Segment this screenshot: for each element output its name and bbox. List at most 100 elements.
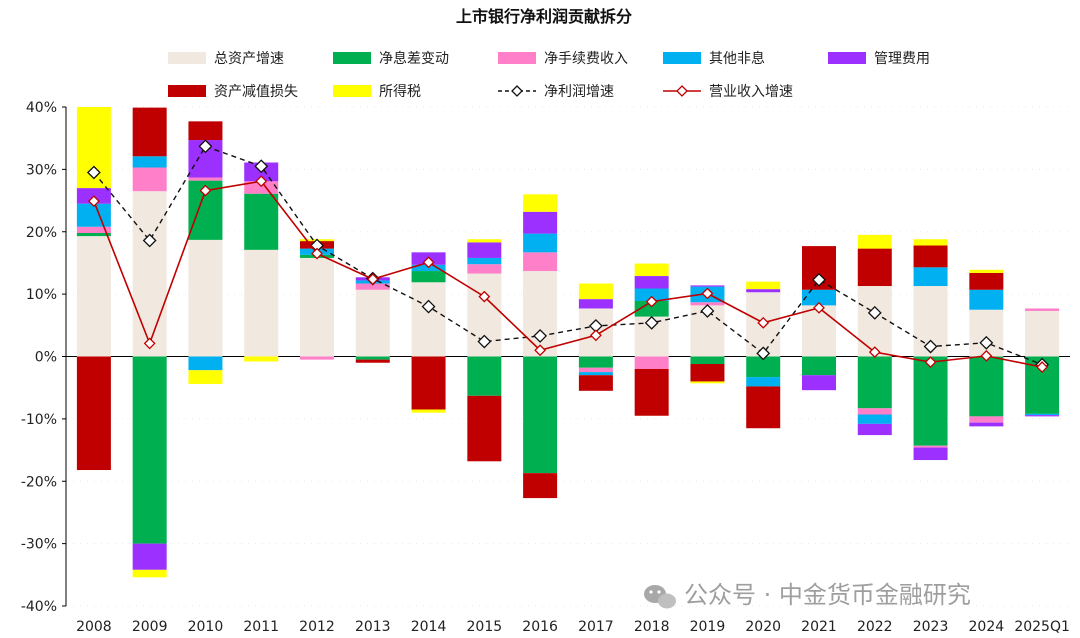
y-tick-label: -10% [21, 412, 57, 428]
legend-item: 资产减值损失 [168, 84, 298, 100]
bar-segment [969, 416, 1004, 423]
bar-segment [746, 289, 781, 293]
bar-segment [355, 283, 390, 290]
bar-segment [355, 356, 390, 360]
line-marker [142, 233, 157, 248]
bar-segment [467, 257, 502, 265]
legend-label: 营业收入增速 [709, 84, 793, 100]
legend-item: 净手续费收入 [498, 50, 628, 67]
bar-segment [578, 375, 613, 391]
bar-segment [355, 289, 390, 357]
legend-swatch [168, 85, 206, 97]
bar-segment [802, 375, 836, 391]
legend-item: 所得税 [333, 83, 421, 100]
bar-segment [188, 121, 223, 141]
y-tick-label: 20% [26, 225, 57, 241]
line-marker [533, 328, 548, 343]
bar-segment [132, 191, 167, 357]
bar-segment [355, 359, 390, 363]
y-axis: 40% 30% 20% 10% 0% -10% -20% -30% -40% [21, 100, 67, 615]
bar-segment [132, 107, 167, 157]
legend-label: 净手续费收入 [544, 50, 628, 67]
line-marker [534, 344, 547, 357]
bar-segment [578, 372, 613, 376]
x-tick-label: 2014 [411, 619, 447, 635]
bar-segment [802, 356, 836, 376]
bar-segment [634, 276, 669, 289]
bar-segment [411, 356, 446, 410]
legend-swatch [663, 52, 701, 64]
bars [76, 107, 1060, 578]
legend-swatch [828, 52, 866, 64]
bar-segment [467, 264, 502, 274]
bar-segment [634, 300, 669, 317]
bar-segment [1025, 308, 1060, 311]
bar-segment [634, 288, 669, 301]
bar-segment [857, 408, 892, 415]
legend-label: 净利润增速 [544, 84, 614, 100]
y-tick-label: -40% [21, 599, 57, 615]
bar-segment [913, 239, 948, 246]
legend-item: 净息差变动 [333, 50, 449, 67]
legend-swatch [498, 52, 536, 64]
legend-marker [511, 85, 523, 97]
bar-segment [913, 445, 948, 448]
bar-segment [857, 414, 892, 424]
bar-segment [746, 377, 781, 387]
bar-segment [969, 356, 1004, 417]
line-marker [86, 165, 101, 180]
bar-segment [857, 356, 892, 409]
legend-swatch [168, 52, 206, 64]
legend-label: 总资产增速 [214, 51, 284, 67]
bar-segment [634, 368, 669, 416]
bar-segment [746, 281, 781, 290]
bar-segment [1025, 310, 1060, 357]
line-marker [867, 305, 882, 320]
line-marker [700, 304, 715, 318]
line-marker [254, 159, 269, 174]
bar-segment [690, 356, 725, 364]
bar-segment [411, 409, 446, 413]
line-marker [923, 339, 938, 354]
line-marker [255, 175, 268, 188]
bar-segment [634, 356, 669, 369]
bar-segment [969, 272, 1004, 290]
bar-segment [76, 203, 111, 227]
x-tick-label: 2020 [745, 619, 781, 635]
bar-segment [913, 267, 948, 287]
y-tick-label: -20% [21, 474, 57, 490]
line-marker [756, 346, 771, 361]
chart-title: 上市银行净利润贡献拆分 [456, 7, 632, 26]
bar-segment [132, 569, 167, 578]
bar-segment [523, 473, 558, 499]
bar-segment [1025, 413, 1060, 416]
x-tick-label: 2011 [243, 619, 279, 635]
x-axis: 2008 2009 2010 2011 2012 2013 2014 2015 2016 2017… [66, 356, 1070, 635]
bar-segment [188, 370, 223, 384]
bar-segment [188, 239, 223, 357]
bar-segment [746, 356, 781, 378]
x-tick-label: 2009 [132, 619, 168, 635]
line-marker [979, 335, 994, 350]
x-tick-label: 2008 [76, 619, 112, 635]
x-tick-label: 2015 [467, 619, 503, 635]
bar-segment [857, 286, 892, 357]
x-tick-label: 2016 [522, 619, 558, 635]
line-marker [143, 337, 156, 350]
legend-label: 资产减值损失 [214, 84, 298, 100]
line-marker [924, 356, 937, 369]
line-marker [813, 301, 825, 314]
bar-segment [467, 395, 502, 462]
x-tick-label: 2010 [188, 619, 224, 635]
line-marker [478, 290, 491, 303]
bar-segment [300, 257, 334, 357]
bar-segment [523, 194, 558, 212]
bar-segment [132, 356, 167, 544]
legend-swatch [333, 85, 371, 97]
bar-segment [411, 271, 446, 283]
y-tick-label: 0% [35, 350, 57, 366]
bar-segment [132, 543, 167, 570]
line-marker [366, 273, 379, 286]
bar-segment [244, 356, 279, 362]
